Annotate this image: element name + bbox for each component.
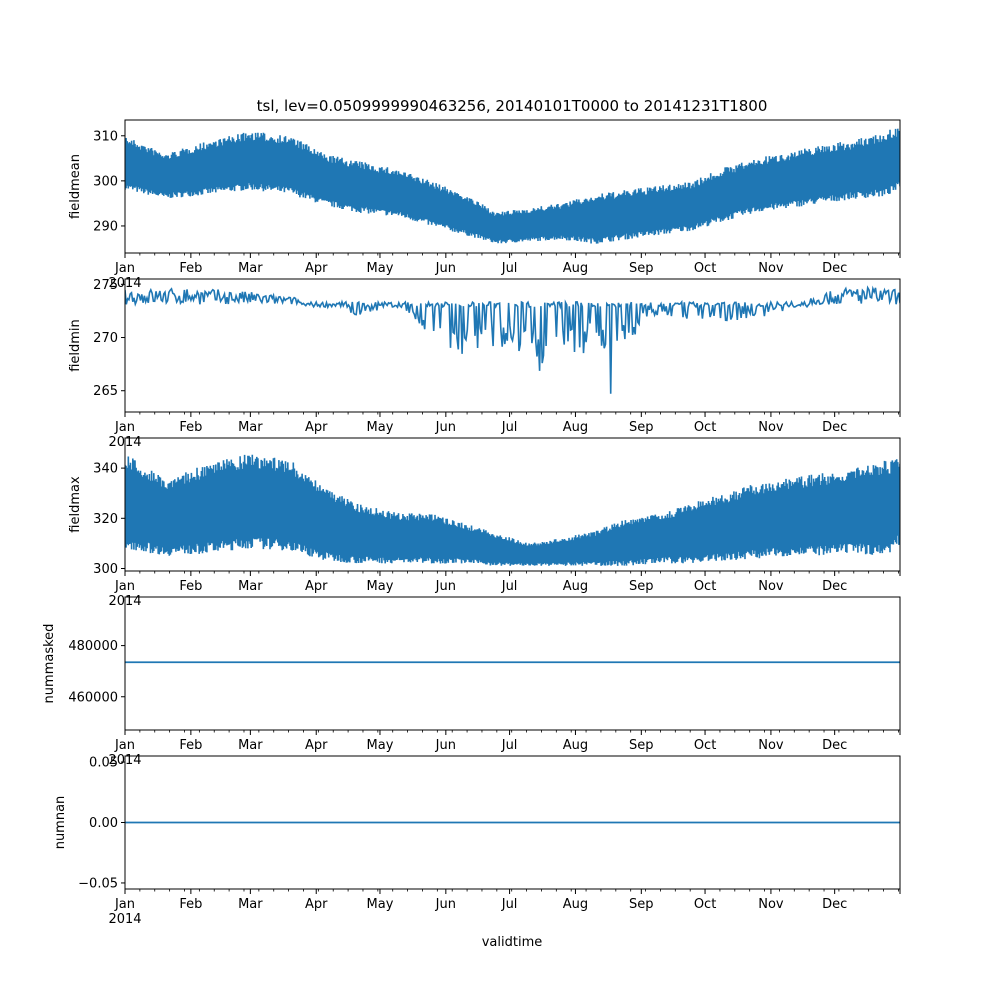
x-tick-label: Dec (822, 420, 847, 435)
x-tick-label: Jan (114, 420, 135, 435)
x-tick-label: May (367, 420, 394, 435)
data-line (125, 128, 900, 244)
x-tick-label: Feb (179, 579, 202, 594)
x-tick-label: Sep (629, 420, 654, 435)
panel-fieldmean: 290 300 310 fieldmean Jan Feb Mar Apr May Jun Jul A… (68, 119, 901, 291)
x-tick-label: Nov (758, 579, 784, 594)
panel-fieldmax: 300 320 340 fieldmax Jan Feb Mar Apr May Jun Jul Au… (68, 437, 901, 609)
x-tick-label: Oct (694, 738, 716, 753)
y-tick-label: 340 (93, 462, 118, 477)
x-tick-label: Aug (563, 738, 588, 753)
x-tick-label: Nov (758, 420, 784, 435)
x-tick-label: Mar (238, 738, 263, 753)
x-tick-label: Dec (822, 579, 847, 594)
x-tick-label: Oct (694, 420, 716, 435)
y-tick-label: −0.05 (78, 876, 118, 891)
panel-nummasked: 460000 480000 nummasked Jan Feb Mar Apr May Jun J… (42, 596, 901, 768)
x-tick-label: Feb (179, 261, 202, 276)
x-tick-label: Jul (501, 897, 518, 912)
x-tick-label: Aug (563, 420, 588, 435)
series-fieldmin (125, 285, 900, 394)
x-tick-label: Dec (822, 897, 847, 912)
x-tick-label: Oct (694, 261, 716, 276)
x-tick-label: Aug (563, 261, 588, 276)
plot-frame (124, 278, 901, 413)
x-tick-label: Jan (114, 261, 135, 276)
x-tick-label: Mar (238, 897, 263, 912)
x-tick-label: Aug (563, 579, 588, 594)
data-line (125, 454, 900, 566)
x-tick-label: Apr (305, 897, 328, 912)
x-axis-label: validtime (482, 935, 543, 950)
y-tick-label: 290 (93, 219, 118, 234)
x-tick-label: Feb (179, 420, 202, 435)
x-tick-label: Feb (179, 738, 202, 753)
x-tick-label: Mar (238, 420, 263, 435)
x-tick-label: Feb (179, 897, 202, 912)
x-tick-label: Jun (435, 897, 456, 912)
x-tick-label: Jun (435, 420, 456, 435)
x-tick-label: Jun (435, 261, 456, 276)
y-tick-label: 310 (93, 129, 118, 144)
x-tick-label: May (367, 579, 394, 594)
x-tick-label: May (367, 897, 394, 912)
x-tick-label: Aug (563, 897, 588, 912)
panel-fieldmin: 265 270 275 fieldmin Jan Feb Mar Apr May Jun Jul Au… (68, 278, 901, 450)
x-tick-label: Oct (694, 897, 716, 912)
x-tick-label: Nov (758, 738, 784, 753)
x-tick-label: May (367, 738, 394, 753)
y-tick-label: 480000 (68, 639, 118, 654)
y-axis-label: numnan (53, 796, 68, 850)
y-tick-label: 0.00 (89, 816, 118, 831)
x-tick-label: Mar (238, 261, 263, 276)
chart-title: tsl, lev=0.0509999990463256, 20140101T00… (257, 97, 768, 115)
y-tick-label: 320 (93, 512, 118, 527)
data-line (125, 285, 900, 394)
x-tick-label: Sep (629, 261, 654, 276)
x-tick-label: Sep (629, 738, 654, 753)
x-year-label: 2014 (108, 912, 141, 927)
x-tick-label: May (367, 261, 394, 276)
series-fieldmean (125, 128, 900, 244)
y-tick-label: 460000 (68, 690, 118, 705)
x-tick-label: Sep (629, 897, 654, 912)
plot-frame (124, 596, 901, 731)
panels: 290 300 310 fieldmean Jan Feb Mar Apr May Jun Jul A… (42, 119, 901, 927)
y-axis-label: fieldmin (68, 319, 83, 372)
y-tick-label: 300 (93, 562, 118, 577)
plot-frame (124, 119, 901, 254)
x-tick-label: Sep (629, 579, 654, 594)
x-tick-label: Jan (114, 579, 135, 594)
x-tick-label: Dec (822, 738, 847, 753)
y-axis-label: fieldmax (68, 476, 83, 533)
y-tick-label: 0.05 (89, 756, 118, 771)
x-tick-label: Jul (501, 261, 518, 276)
series-fieldmax (125, 454, 900, 566)
y-tick-label: 300 (93, 174, 118, 189)
x-tick-label: Jul (501, 420, 518, 435)
x-tick-label: Jul (501, 738, 518, 753)
y-axis-label: nummasked (42, 624, 57, 704)
x-tick-label: Apr (305, 579, 328, 594)
x-tick-label: Jun (435, 738, 456, 753)
y-tick-label: 265 (93, 384, 118, 399)
x-tick-label: Apr (305, 261, 328, 276)
x-tick-label: Dec (822, 261, 847, 276)
x-tick-label: Nov (758, 897, 784, 912)
x-tick-label: Oct (694, 579, 716, 594)
x-tick-label: Apr (305, 420, 328, 435)
x-tick-label: Mar (238, 579, 263, 594)
y-tick-label: 275 (93, 278, 118, 293)
x-tick-label: Jul (501, 579, 518, 594)
x-tick-label: Jan (114, 738, 135, 753)
y-tick-label: 270 (93, 331, 118, 346)
x-tick-label: Apr (305, 738, 328, 753)
plot-frame (124, 437, 901, 572)
panel-numnan: −0.05 0.00 0.05 numnan Jan Feb Mar Apr May Jun Jul… (53, 755, 901, 927)
x-tick-label: Jun (435, 579, 456, 594)
x-tick-label: Nov (758, 261, 784, 276)
y-axis-label: fieldmean (68, 154, 83, 219)
x-tick-label: Jan (114, 897, 135, 912)
